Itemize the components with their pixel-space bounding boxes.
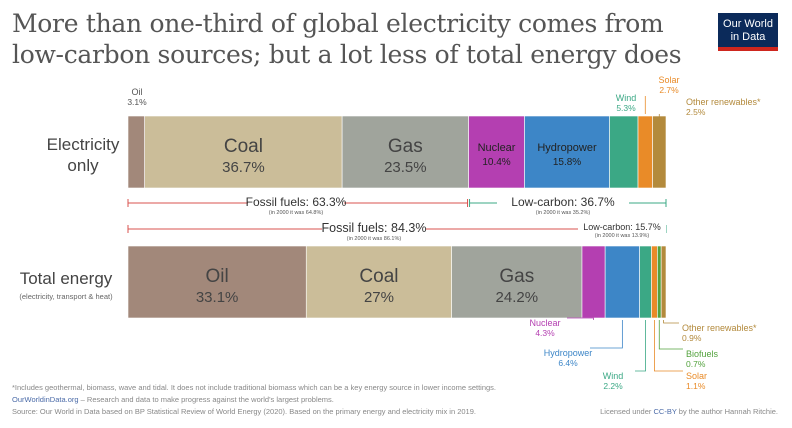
segment-value-total-energy-coal: 27% [364, 289, 394, 306]
owid-logo[interactable]: Our World in Data [718, 13, 778, 51]
bar-segment-electricity-other-renewables [652, 115, 667, 189]
segment-value-total-energy-hydropower: 6.4% [558, 358, 578, 368]
leader-total-energy-nuclear [567, 317, 594, 320]
segment-name-total-energy-oil: Oil [206, 266, 229, 287]
bracket-label-bg-lowcarbon-total-energy [578, 219, 666, 239]
segment-name-electricity-coal: Coal [224, 136, 263, 157]
segment-name-electricity-hydropower: Hydropower [537, 142, 597, 154]
leader-total-energy-wind [635, 320, 646, 372]
bracket-label-lowcarbon-total-energy: Low-carbon: 15.7% [583, 222, 661, 232]
segment-name-total-energy-solar: Solar [686, 371, 707, 381]
segment-name-total-energy-gas: Gas [499, 266, 534, 287]
bar-segment-total-energy-wind [639, 245, 652, 319]
bar-segment-total-energy-biofuels [657, 245, 662, 319]
segment-value-electricity-oil: 3.1% [127, 97, 147, 107]
bar-segment-electricity-gas [341, 115, 469, 189]
segment-name-electricity-oil: Oil [132, 87, 143, 97]
bar-segment-electricity-oil [127, 115, 145, 189]
bar-segment-total-energy-hydropower [604, 245, 640, 319]
logo-line-1: Our World [723, 18, 773, 30]
segment-name-total-energy-wind: Wind [603, 371, 624, 381]
segment-value-total-energy-nuclear: 4.3% [535, 328, 555, 338]
segment-value-total-energy-gas: 24.2% [496, 289, 539, 306]
segment-value-total-energy-solar: 1.1% [686, 381, 706, 391]
segment-name-total-energy-nuclear: Nuclear [529, 318, 560, 328]
leader-total-energy-hydropower [590, 320, 623, 349]
bar-segment-total-energy-other-renewables [660, 245, 667, 319]
tagline-text: – Research and data to make progress aga… [78, 395, 334, 404]
segment-name-electricity-gas: Gas [388, 136, 423, 157]
leader-total-energy-biofuels [658, 320, 683, 350]
row-label-total-energy: Total energy [20, 269, 113, 288]
bracket-label-bg-fossil-total-energy [322, 219, 426, 239]
segment-value-total-energy-wind: 2.2% [603, 381, 623, 391]
segment-name-electricity-nuclear: Nuclear [478, 142, 516, 154]
segment-name-electricity-other-renewables: Other renewables* [686, 97, 761, 107]
site-link[interactable]: OurWorldinData.org [12, 395, 79, 404]
segment-name-electricity-wind: Wind [616, 93, 637, 103]
license-post: by the author Hannah Ritchie. [676, 407, 778, 416]
row-label-electricity: Electricity [47, 135, 120, 154]
bracket-label-lowcarbon-electricity: Low-carbon: 36.7% [511, 195, 615, 209]
bar-segment-electricity-wind [609, 115, 639, 189]
segment-value-electricity-solar: 2.7% [659, 85, 679, 95]
bar-segment-electricity-hydropower [524, 115, 610, 189]
chart-title: More than one-third of global electricit… [12, 9, 682, 69]
segment-value-electricity-wind: 5.3% [616, 103, 636, 113]
segment-value-electricity-coal: 36.7% [222, 159, 265, 176]
bracket-label-fossil-electricity: Fossil fuels: 63.3% [246, 195, 347, 209]
bracket-note-fossil-electricity: (in 2000 it was 64.8%) [269, 210, 324, 216]
footer-tagline: OurWorldinData.org – Research and data t… [12, 395, 334, 404]
segment-value-electricity-other-renewables: 2.5% [686, 107, 706, 117]
segment-value-electricity-hydropower: 15.8% [553, 157, 581, 168]
stacked-bar-chart: ElectricityonlyOil3.1%Coal36.7%Gas23.5%N… [19, 75, 761, 391]
license-pre: Licensed under [600, 407, 654, 416]
row-sublabel-total-energy: (electricity, transport & heat) [19, 292, 113, 301]
segment-value-electricity-nuclear: 10.4% [482, 157, 510, 168]
bracket-label-fossil-total-energy: Fossil fuels: 84.3% [322, 221, 427, 235]
segment-name-total-energy-hydropower: Hydropower [544, 348, 593, 358]
bracket-note-lowcarbon-total-energy: (in 2000 it was 13.9%) [595, 233, 650, 239]
segment-name-electricity-solar: Solar [658, 75, 679, 85]
segment-value-total-energy-oil: 33.1% [196, 289, 239, 306]
row-label-electricity-2: only [67, 156, 99, 175]
segment-value-electricity-gas: 23.5% [384, 159, 427, 176]
bar-segment-electricity-nuclear [468, 115, 525, 189]
bracket-label-bg-lowcarbon-electricity [497, 193, 629, 213]
bar-segment-total-energy-coal [305, 245, 452, 319]
license-note: Licensed under CC-BY by the author Hanna… [600, 407, 778, 416]
segment-name-total-energy-other-renewables: Other renewables* [682, 323, 757, 333]
bracket-note-fossil-total-energy: (in 2000 it was 86.1%) [347, 236, 402, 242]
license-link[interactable]: CC-BY [653, 407, 677, 416]
segment-name-total-energy-biofuels: Biofuels [686, 349, 719, 359]
segment-name-total-energy-coal: Coal [359, 266, 398, 287]
bracket-note-lowcarbon-electricity: (in 2000 it was 35.2%) [536, 210, 591, 216]
source-note: Source: Our World in Data based on BP St… [12, 407, 476, 416]
logo-line-2: in Data [730, 31, 766, 43]
leader-total-energy-solar [654, 320, 683, 372]
bar-segment-total-energy-gas [451, 245, 583, 319]
bar-segment-electricity-solar [637, 115, 653, 189]
bar-segment-total-energy-solar [651, 245, 658, 319]
bar-segment-total-energy-nuclear [581, 245, 606, 319]
segment-value-total-energy-other-renewables: 0.9% [682, 333, 702, 343]
footnote: *Includes geothermal, biomass, wave and … [12, 383, 497, 392]
bar-segment-electricity-coal [144, 115, 343, 189]
leader-total-energy-other-renewables [663, 320, 679, 324]
segment-value-total-energy-biofuels: 0.7% [686, 359, 706, 369]
bracket-label-bg-fossil-electricity [248, 193, 344, 213]
